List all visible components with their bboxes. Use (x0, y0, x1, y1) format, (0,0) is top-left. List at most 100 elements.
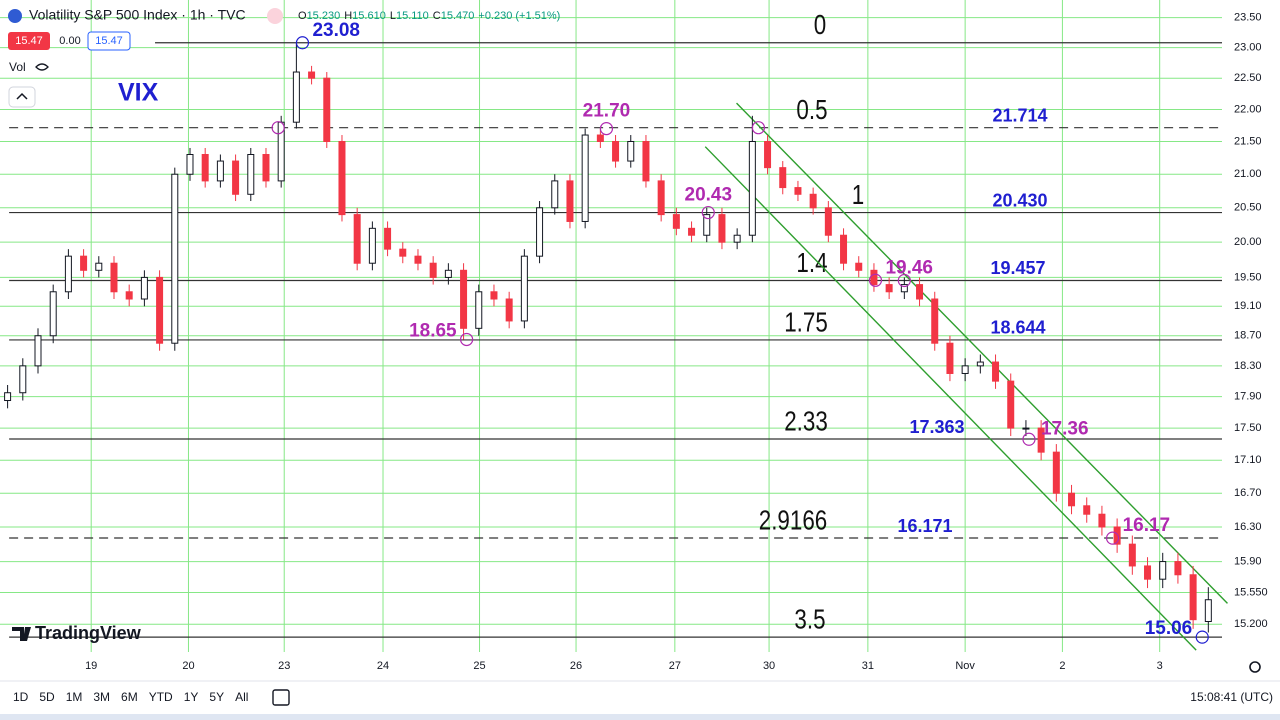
y-tick-label: 23.00 (1234, 42, 1262, 54)
level-ratio: 2.9166 (759, 505, 827, 536)
candle-body (748, 140, 756, 236)
candle-body (186, 154, 194, 175)
y-tick-label: 17.50 (1234, 422, 1262, 434)
timeframe-button[interactable]: All (235, 690, 248, 704)
pivot-label: 19.46 (885, 257, 933, 278)
calendar-icon[interactable] (272, 689, 290, 706)
candle-body (946, 342, 954, 374)
y-tick-label: 16.30 (1234, 521, 1262, 533)
pivot-marker (599, 122, 614, 136)
candle-body (855, 262, 863, 271)
candle-body (232, 160, 240, 195)
buy-box[interactable] (87, 31, 131, 51)
eye-icon[interactable] (35, 63, 49, 71)
x-tick-label: 24 (377, 660, 389, 672)
candle-body (323, 77, 331, 142)
clock: 15:08:41 (UTC) (1190, 690, 1273, 704)
bottom-strip (0, 714, 1280, 720)
timeframe-button[interactable]: 1Y (184, 690, 199, 704)
level-price-label: 20.430 (992, 190, 1047, 210)
candle-body (4, 392, 12, 402)
pivot-label: 16.17 (1123, 515, 1171, 536)
timeframe-button[interactable]: 5D (39, 690, 55, 704)
candle-body (384, 227, 392, 250)
candle-body (840, 234, 848, 264)
sell-box[interactable] (8, 32, 50, 50)
ohlc-value: 15.230 (307, 10, 341, 22)
candle-body (505, 298, 513, 322)
candle-body (1174, 561, 1182, 576)
symbol-title: Volatility S&P 500 Index · 1h · TVC (29, 7, 246, 23)
level-ratio: 2.33 (784, 406, 828, 437)
pivot-marker (897, 273, 911, 288)
timeframe-button[interactable]: YTD (149, 690, 173, 704)
candle-body (429, 262, 437, 278)
candle-body (824, 207, 832, 236)
pivot-label: 23.08 (312, 20, 360, 41)
candle-body (916, 284, 924, 300)
candle-body (110, 262, 118, 293)
candle-body (262, 154, 270, 182)
sell-price: 15.47 (15, 35, 43, 47)
candle-body (64, 255, 72, 293)
candle-body (1098, 513, 1106, 528)
y-tick-label: 22.00 (1234, 103, 1262, 115)
collapse-icon (16, 92, 28, 100)
pivot-marker (751, 121, 766, 135)
candle-body (1022, 427, 1030, 430)
ohlc-key: H (344, 10, 352, 22)
candle-body (1144, 565, 1152, 580)
candle-body (627, 140, 635, 162)
candle-body (19, 365, 27, 394)
timeframe-button[interactable]: 1M (66, 690, 83, 704)
y-tick-label: 17.10 (1234, 454, 1262, 466)
y-tick-label: 15.200 (1234, 618, 1268, 630)
timeframe-button[interactable]: 6M (121, 690, 138, 704)
timeframe-button[interactable]: 1D (13, 690, 29, 704)
pivot-label: 15.06 (1145, 618, 1193, 639)
volume-label: Vol (9, 60, 26, 74)
pivot-marker (460, 332, 474, 347)
timeframe-button[interactable]: 3M (93, 690, 110, 704)
price-change: +0.230 (+1.51%) (478, 10, 560, 22)
y-tick-label: 18.70 (1234, 330, 1262, 342)
level-ratio: 1.4 (796, 248, 827, 279)
x-tick-label: 19 (85, 660, 97, 672)
candle-body (216, 160, 224, 182)
candle-body (688, 227, 696, 236)
pivot-label: 21.70 (583, 101, 631, 122)
candle-body (1204, 599, 1212, 623)
candle-body (1083, 505, 1091, 515)
spread: 0.00 (59, 35, 80, 47)
candle-body (338, 140, 346, 216)
candle-body (931, 298, 939, 344)
candle-body (885, 284, 893, 293)
y-tick-label: 21.00 (1234, 168, 1262, 180)
y-tick-label: 16.70 (1234, 487, 1262, 499)
y-tick-label: 17.90 (1234, 391, 1262, 403)
candle-body (779, 167, 787, 189)
pivot-label: 17.36 (1041, 418, 1089, 439)
candle-body (34, 335, 42, 367)
candle-body (976, 361, 984, 367)
brand-logo (12, 627, 31, 641)
candle-body (566, 180, 574, 222)
candle-body (551, 180, 559, 209)
candle-body (520, 255, 528, 322)
settings-icon[interactable] (1249, 661, 1261, 673)
collapse-button[interactable] (8, 86, 36, 108)
level-ratio: 0.5 (796, 95, 827, 126)
ohlc-key: L (390, 10, 396, 22)
level-price-label: 17.363 (909, 417, 964, 437)
pivot-marker (868, 273, 883, 287)
candle-body (490, 291, 498, 300)
level-ratio: 1.75 (784, 307, 828, 338)
y-tick-label: 23.50 (1234, 12, 1262, 24)
x-tick-label: 23 (278, 660, 290, 672)
timeframe-button[interactable]: 5Y (209, 690, 224, 704)
candle-body (596, 134, 604, 142)
pivot-marker (1195, 630, 1209, 644)
